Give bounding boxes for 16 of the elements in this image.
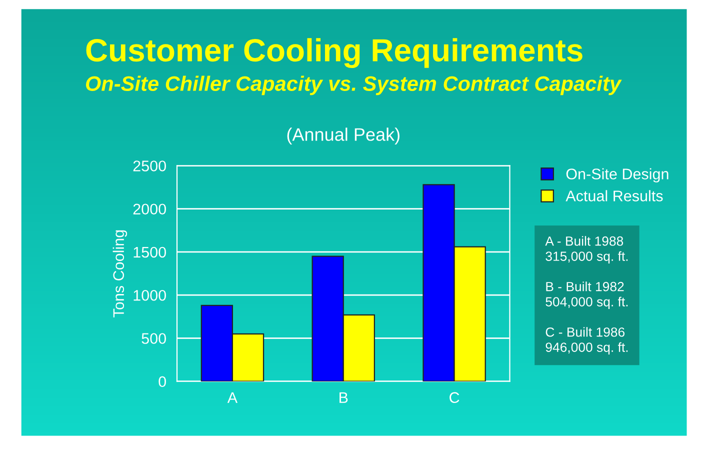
chart-subtitle: On-Site Chiller Capacity vs. System Contract Capacity (86, 76, 622, 96)
y-tick-label: 1000 (134, 290, 166, 301)
y-tick-label: 500 (142, 333, 166, 344)
y-axis-title: Tons Cooling (112, 230, 128, 318)
y-tick-label: 2500 (133, 160, 166, 172)
y-tick-label: 2000 (133, 204, 166, 215)
x-tick-label: A (227, 392, 238, 403)
legend-label: On-Site Design (566, 168, 668, 182)
legend-label: Actual Results (566, 190, 663, 202)
y-tick-label: 0 (158, 376, 166, 388)
text: (Annual Peak) (287, 128, 400, 144)
x-tick-label: C (450, 392, 460, 403)
y-tick-label: 1500 (134, 246, 166, 258)
text: A - Built 1988 315,000 sq. ft. B - Built 1982 504,000 sq. ft. C - Built 1986 946,000 sq. ft. (545, 236, 628, 355)
chart-title: Customer Cooling Requirements (86, 38, 582, 68)
x-tick-label: B (340, 392, 348, 403)
